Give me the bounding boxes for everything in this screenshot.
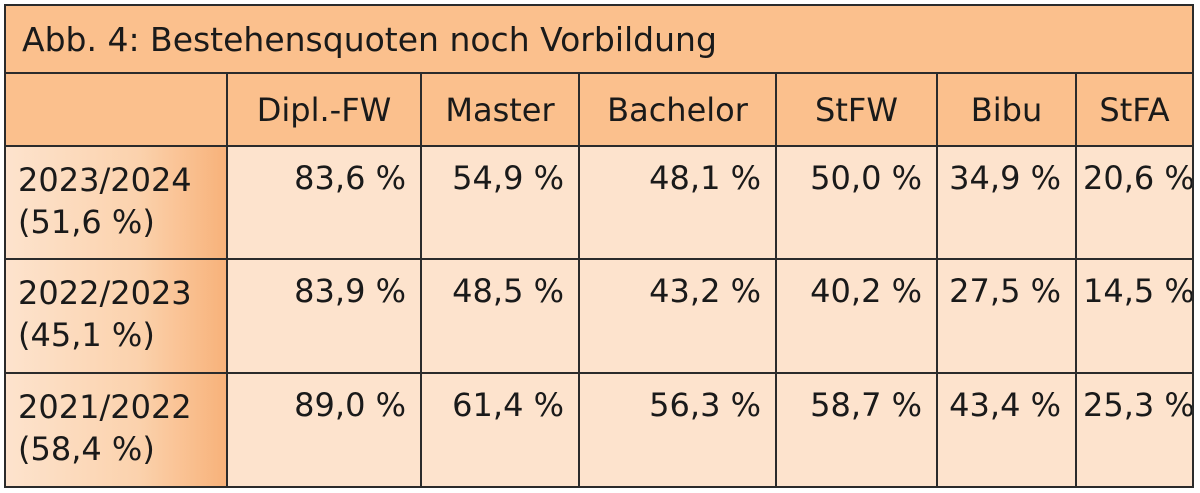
table-row-2022-2023: 2022/2023 (45,1 %) 83,9 % 48,5 % 43,2 % … — [6, 258, 1192, 374]
value-cell: 50,0 % — [775, 145, 938, 261]
value-cell: 14,5 % — [1075, 258, 1192, 374]
row-year: 2021/2022 — [18, 387, 192, 426]
value-cell: 58,7 % — [775, 371, 938, 486]
value-cell: 27,5 % — [936, 258, 1077, 374]
value-cell: 34,9 % — [936, 145, 1077, 261]
column-header-bachelor: Bachelor — [578, 74, 777, 148]
row-year: 2022/2023 — [18, 274, 192, 313]
value-cell: 20,6 % — [1075, 145, 1192, 261]
value-cell: 40,2 % — [775, 258, 938, 374]
row-overall-rate: (58,4 %) — [18, 429, 155, 468]
value-cell: 48,5 % — [420, 258, 580, 374]
value-cell: 43,4 % — [936, 371, 1077, 486]
column-header-dipl-fw: Dipl.-FW — [226, 74, 422, 148]
value-cell: 89,0 % — [226, 371, 422, 486]
header-row: Dipl.-FW Master Bachelor StFW Bibu StFA — [6, 74, 1192, 148]
row-label: 2023/2024 (51,6 %) — [6, 145, 228, 261]
table-frame: Abb. 4: Bestehensquoten noch Vorbildung … — [4, 4, 1194, 488]
row-overall-rate: (45,1 %) — [18, 316, 155, 355]
column-header-stfw: StFW — [775, 74, 938, 148]
row-label: 2021/2022 (58,4 %) — [6, 371, 228, 486]
table-row-2021-2022: 2021/2022 (58,4 %) 89,0 % 61,4 % 56,3 % … — [6, 371, 1192, 486]
table-title: Abb. 4: Bestehensquoten noch Vorbildung — [6, 6, 1192, 74]
row-overall-rate: (51,6 %) — [18, 203, 155, 242]
table-row-2023-2024: 2023/2024 (51,6 %) 83,6 % 54,9 % 48,1 % … — [6, 145, 1192, 261]
value-cell: 48,1 % — [578, 145, 777, 261]
header-corner-cell — [6, 74, 228, 148]
value-cell: 54,9 % — [420, 145, 580, 261]
column-header-master: Master — [420, 74, 580, 148]
value-cell: 83,9 % — [226, 258, 422, 374]
column-header-stfa: StFA — [1075, 74, 1192, 148]
column-header-bibu: Bibu — [936, 74, 1077, 148]
row-label: 2022/2023 (45,1 %) — [6, 258, 228, 374]
value-cell: 56,3 % — [578, 371, 777, 486]
data-table: Dipl.-FW Master Bachelor StFW Bibu StFA … — [6, 74, 1192, 486]
value-cell: 83,6 % — [226, 145, 422, 261]
value-cell: 61,4 % — [420, 371, 580, 486]
value-cell: 43,2 % — [578, 258, 777, 374]
row-year: 2023/2024 — [18, 161, 192, 200]
value-cell: 25,3 % — [1075, 371, 1192, 486]
